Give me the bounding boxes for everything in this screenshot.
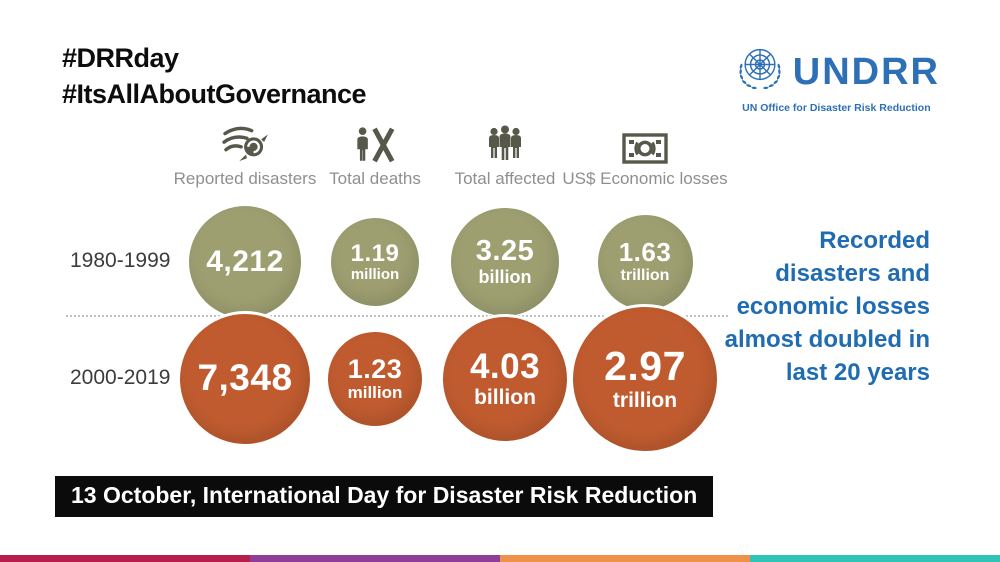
column-header-total-affected: Total affected — [415, 120, 595, 189]
bubble-2000-reported-disasters: 7,348 — [177, 311, 313, 447]
logo-tagline: UN Office for Disaster Risk Reduction — [742, 102, 931, 114]
undrr-logo: UNDRR UN Office for Disaster Risk Reduct… — [733, 42, 940, 114]
stripe-segment-orange — [500, 555, 750, 562]
storm-swirl-icon — [155, 120, 335, 164]
bubble-1980-economic-losses: 1.63 trillion — [597, 214, 693, 310]
column-label: Reported disasters — [173, 169, 317, 188]
logo-org-name: UNDRR — [792, 50, 940, 93]
callout-text: Recorded disasters and economic losses a… — [724, 227, 930, 386]
bubble-value: 1.19 — [350, 239, 400, 267]
bubble-value: 3.25 — [475, 235, 535, 268]
stripe-segment-teal — [750, 555, 1000, 562]
period-label-1980-1999: 1980-1999 — [70, 249, 171, 272]
un-emblem-icon — [733, 42, 787, 101]
column-header-total-deaths: Total deaths — [285, 120, 465, 189]
bubble-unit: billion — [478, 266, 532, 287]
bubble-1980-total-affected: 3.25 billion — [451, 208, 559, 316]
bubble-2000-economic-losses: 2.97 trillion — [570, 304, 720, 454]
bubble-value: 1.63 — [618, 237, 672, 268]
stripe-segment-purple — [250, 555, 500, 562]
period-label-2000-2019: 2000-2019 — [70, 366, 171, 389]
bubble-unit: billion — [474, 386, 536, 410]
hashtag-drrday: #DRRday — [62, 43, 179, 73]
hashtags: #DRRday #ItsAllAboutGovernance — [62, 40, 367, 112]
row-divider-dotted-line — [66, 315, 728, 317]
bubble-2000-total-deaths: 1.23 million — [325, 329, 425, 429]
bubble-value: 7,348 — [197, 357, 293, 399]
column-label: Total deaths — [329, 169, 421, 188]
bubble-2000-total-affected: 4.03 billion — [440, 314, 570, 444]
footer-color-stripe — [0, 555, 1000, 562]
bubble-unit: million — [347, 383, 403, 403]
person-x-icon — [285, 120, 465, 164]
stripe-segment-crimson — [0, 555, 250, 562]
bubble-value: 2.97 — [604, 343, 686, 390]
column-label: Total affected — [454, 169, 556, 188]
undrr-logo-row: UNDRR — [733, 42, 940, 101]
column-header-reported-disasters: Reported disasters — [155, 120, 335, 189]
bubble-unit: trillion — [612, 389, 678, 413]
banknote-icon — [555, 120, 735, 164]
bubble-unit: trillion — [620, 267, 670, 285]
hashtag-governance: #ItsAllAboutGovernance — [62, 79, 367, 109]
bubble-value: 1.23 — [347, 353, 403, 384]
bubble-1980-total-deaths: 1.19 million — [331, 218, 419, 306]
bubble-unit: million — [350, 265, 400, 283]
banner-international-day: 13 October, International Day for Disast… — [55, 476, 714, 517]
column-label: US$ Economic losses — [562, 169, 728, 188]
people-group-icon — [415, 120, 595, 164]
bubble-value: 4.03 — [469, 346, 541, 386]
column-header-economic-losses: US$ Economic losses — [555, 120, 735, 189]
bubble-value: 4,212 — [206, 244, 284, 278]
bubble-1980-reported-disasters: 4,212 — [189, 206, 301, 318]
